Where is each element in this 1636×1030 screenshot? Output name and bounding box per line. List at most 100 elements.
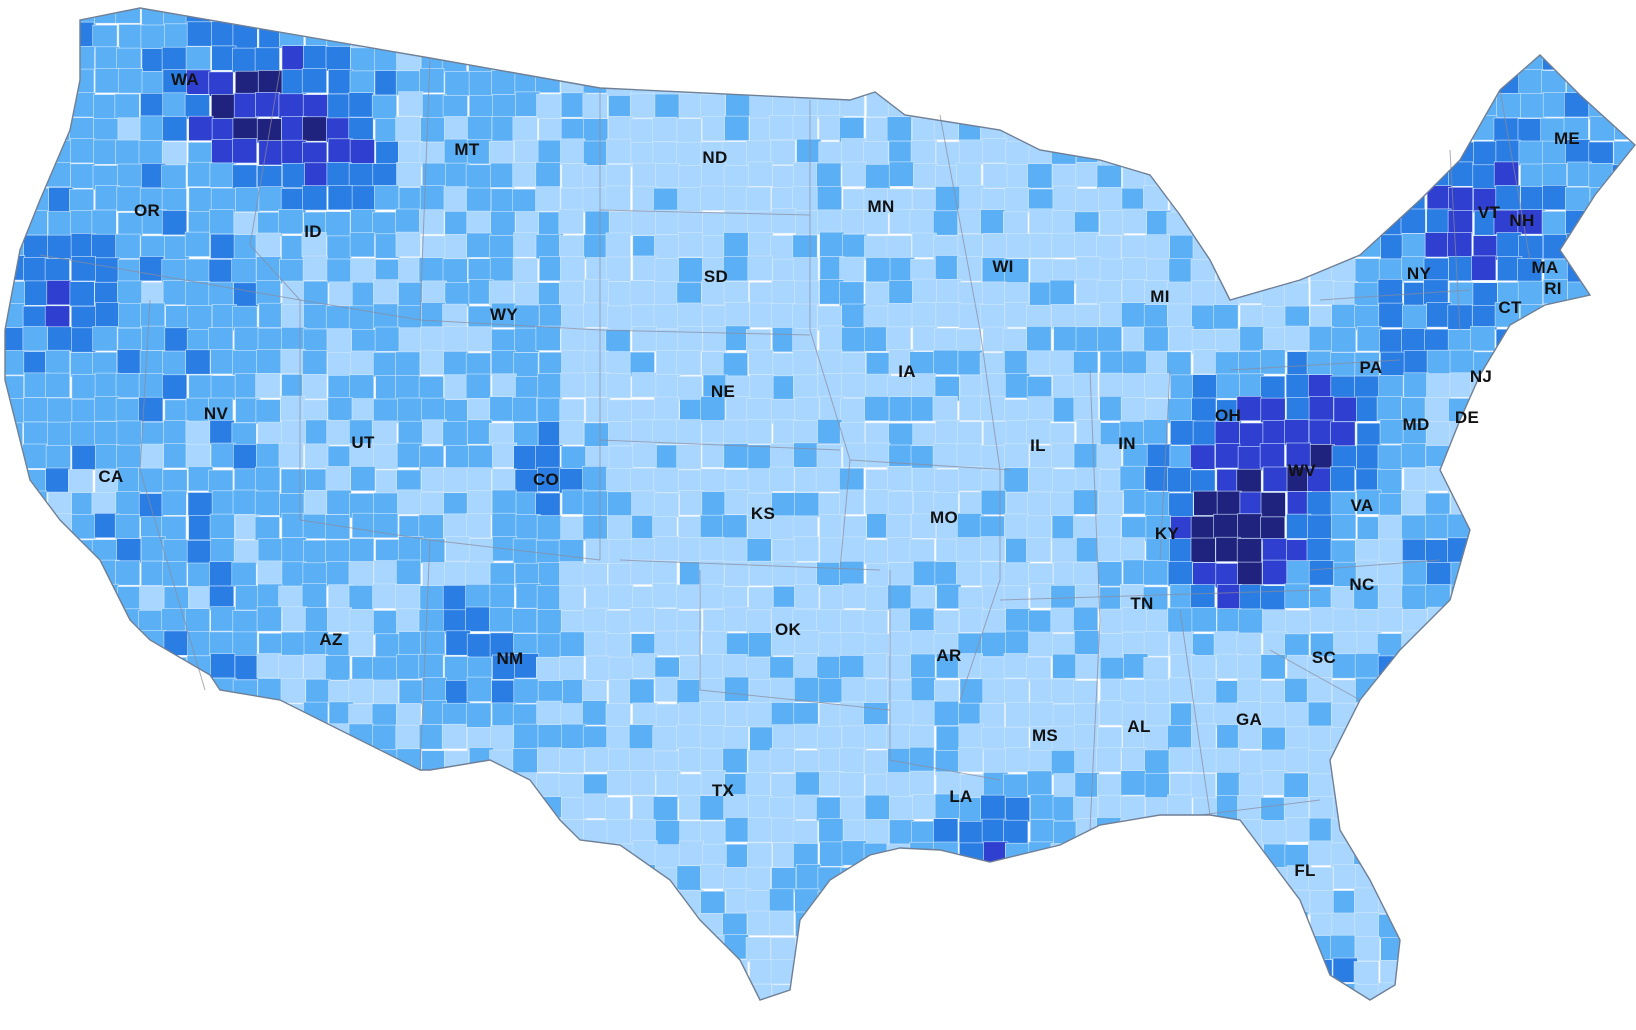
county-cell <box>1191 723 1217 749</box>
county-cell <box>444 116 470 142</box>
county-cell <box>1401 584 1427 610</box>
county-cell <box>1236 632 1262 658</box>
county-cell <box>397 489 423 515</box>
county-cell <box>910 396 936 422</box>
county-cell <box>466 633 492 659</box>
county-cell <box>513 653 539 679</box>
county-cell <box>512 116 538 142</box>
county-cell <box>1309 586 1335 612</box>
county-cell <box>958 702 984 728</box>
county-cell <box>982 138 1008 164</box>
county-cell <box>92 24 118 50</box>
county-cell <box>535 656 561 682</box>
county-cell <box>1121 279 1147 305</box>
county-cell <box>1237 445 1263 471</box>
county-cell <box>211 139 237 165</box>
county-cell <box>371 94 397 120</box>
county-cell <box>630 538 656 564</box>
county-cell <box>886 772 912 798</box>
county-cell <box>71 398 97 424</box>
county-cell <box>748 632 774 658</box>
county-cell <box>956 443 982 469</box>
county-cell <box>514 469 540 495</box>
county-cell <box>934 469 960 495</box>
county-cell <box>325 305 351 331</box>
county-cell <box>889 257 915 283</box>
county-cell <box>1073 606 1099 632</box>
county-cell <box>326 117 352 143</box>
county-cell <box>1401 256 1427 282</box>
county-cell <box>698 654 724 680</box>
county-cell <box>348 609 374 635</box>
county-cell <box>465 583 491 609</box>
state-border-line <box>39 254 301 301</box>
county-cell <box>958 797 984 823</box>
county-cell <box>232 631 258 657</box>
state-border-line <box>139 299 206 691</box>
county-cell <box>188 115 214 141</box>
county-cell <box>1170 702 1196 728</box>
county-cell <box>210 233 236 259</box>
county-cell <box>886 235 912 261</box>
county-cell <box>793 257 819 283</box>
county-cell <box>678 257 704 283</box>
county-cell <box>1167 398 1193 424</box>
county-cell <box>281 631 307 657</box>
county-cell <box>722 514 748 540</box>
county-cell <box>396 654 422 680</box>
county-cell <box>768 888 794 914</box>
county-cell <box>841 161 867 187</box>
county-cell <box>607 491 633 517</box>
county-cell <box>1146 443 1172 469</box>
county-cell <box>980 536 1006 562</box>
county-cell <box>559 748 585 774</box>
county-cell <box>700 93 726 119</box>
county-cell <box>815 466 841 492</box>
county-cell <box>655 374 681 400</box>
county-cell <box>489 257 515 283</box>
county-cell <box>772 560 798 586</box>
county-cell <box>1216 584 1242 610</box>
county-cell <box>698 583 724 609</box>
county-cell <box>560 372 586 398</box>
county-cell <box>371 703 397 729</box>
county-cell <box>1120 795 1146 821</box>
county-cell <box>535 445 561 471</box>
county-cell <box>933 349 959 375</box>
county-cell <box>769 466 795 492</box>
county-cell <box>350 466 376 492</box>
county-cell <box>468 71 494 97</box>
county-cell <box>1075 467 1101 493</box>
county-cell <box>1285 817 1311 843</box>
county-cell <box>1238 608 1264 634</box>
county-cell <box>1122 257 1148 283</box>
county-cell <box>303 489 329 515</box>
county-cell <box>886 375 912 401</box>
county-cell <box>512 608 538 634</box>
county-cell <box>1285 374 1311 400</box>
county-cell <box>842 233 868 259</box>
county-cell <box>583 118 609 144</box>
county-cell <box>1192 747 1218 773</box>
county-cell <box>210 187 236 213</box>
county-cell <box>1333 561 1359 587</box>
county-cell <box>71 305 97 331</box>
county-cell <box>1004 373 1030 399</box>
county-cell <box>912 794 938 820</box>
county-cell <box>725 701 751 727</box>
county-cell <box>723 794 749 820</box>
county-cell <box>256 653 282 679</box>
county-cell <box>255 466 281 492</box>
county-cell <box>888 161 914 187</box>
county-cell <box>1121 747 1147 773</box>
county-cell <box>677 326 703 352</box>
county-cell <box>606 819 632 845</box>
county-cell <box>1190 444 1216 470</box>
county-cell <box>1354 258 1380 284</box>
county-cell <box>1308 840 1334 866</box>
county-cell <box>209 513 235 539</box>
county-cell <box>605 797 631 823</box>
county-cell <box>1003 773 1029 799</box>
county-cell <box>536 93 562 119</box>
county-cell <box>1029 258 1055 284</box>
